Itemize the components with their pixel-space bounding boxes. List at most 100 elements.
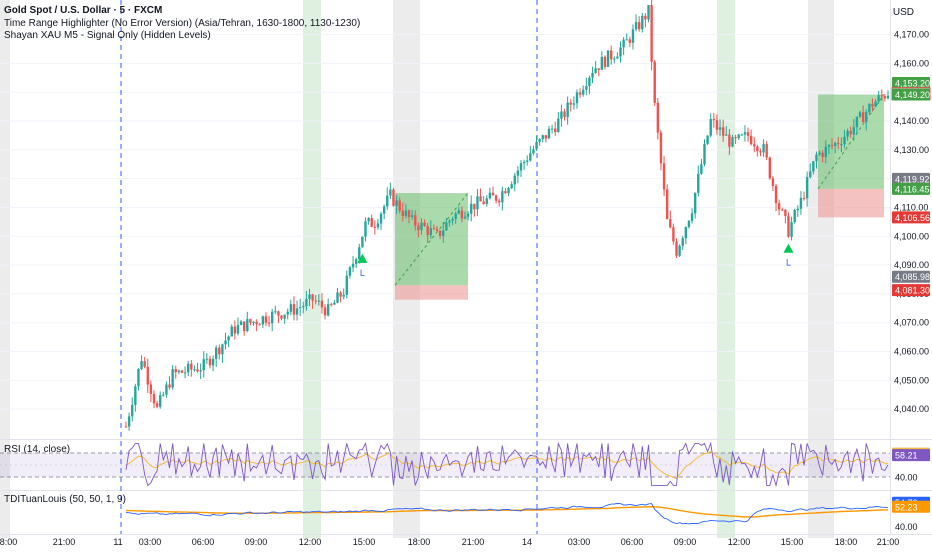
price-tag-bg bbox=[892, 76, 930, 89]
candle-body bbox=[358, 247, 361, 260]
candle-body bbox=[852, 127, 855, 135]
candle-body bbox=[582, 89, 585, 95]
time-tick-label: 03:00 bbox=[139, 537, 162, 547]
candle-body bbox=[731, 137, 734, 147]
indicator-legend-signal[interactable]: Shayan XAU M5 - Signal Only (Hidden Leve… bbox=[4, 30, 211, 41]
candle-body bbox=[242, 321, 246, 332]
rsi-tag-2: 58.21 bbox=[892, 449, 930, 462]
time-tick-label: 15:00 bbox=[353, 537, 376, 547]
candle-body bbox=[180, 370, 184, 373]
time-tick-label: 18:00 bbox=[408, 537, 431, 547]
candle-body bbox=[507, 188, 510, 194]
candle-body bbox=[746, 132, 750, 136]
candle-body bbox=[267, 322, 271, 324]
candle-body bbox=[442, 230, 445, 236]
candle-body bbox=[787, 216, 790, 237]
time-tick-label: 14 bbox=[522, 537, 532, 547]
candle-body bbox=[675, 241, 678, 256]
candle-body bbox=[880, 95, 883, 97]
candle-body bbox=[395, 200, 398, 206]
candle-body bbox=[295, 308, 299, 315]
candle-body bbox=[314, 300, 317, 302]
price-tick-label: 4,170.00 bbox=[894, 30, 929, 40]
candle-body bbox=[165, 384, 168, 395]
price-tag-bg bbox=[892, 172, 930, 185]
candle-body bbox=[715, 120, 719, 130]
price-tag-bg bbox=[892, 270, 930, 283]
candle-body bbox=[784, 209, 787, 217]
candle-body bbox=[190, 363, 193, 370]
candle-body bbox=[274, 311, 277, 313]
candle-body bbox=[519, 163, 523, 171]
candle-body bbox=[429, 228, 432, 235]
currency-label[interactable]: USD bbox=[892, 7, 914, 18]
candle-body bbox=[575, 92, 579, 104]
candle-body bbox=[690, 213, 694, 221]
candle-body bbox=[208, 358, 212, 366]
price-tag-text: 4,081.30 bbox=[895, 286, 930, 296]
candle-body bbox=[802, 197, 806, 199]
price-tick-label: 4,040.00 bbox=[894, 404, 929, 414]
candle-body bbox=[432, 228, 436, 230]
candle-body bbox=[417, 225, 420, 231]
tdi-signal-line bbox=[125, 505, 889, 518]
candle-body bbox=[498, 200, 501, 203]
candle-body bbox=[554, 128, 557, 133]
candle-body bbox=[423, 222, 426, 227]
candle-body bbox=[840, 144, 843, 146]
tdi-tag-2: 40.00 bbox=[892, 520, 930, 533]
indicator-legend-time-range[interactable]: Time Range Highlighter (No Error Version… bbox=[4, 18, 361, 29]
candle-body bbox=[187, 363, 190, 373]
candle-body bbox=[547, 128, 551, 139]
candle-body bbox=[631, 29, 635, 43]
price-tick-label: 4,050.00 bbox=[894, 375, 929, 385]
candle-body bbox=[224, 340, 227, 345]
tdi-legend[interactable]: TDITuanLouis (50, 50, 1, 9) bbox=[4, 494, 126, 505]
candle-body bbox=[227, 336, 230, 341]
tdi-rsi-line bbox=[125, 503, 889, 525]
candle-body bbox=[865, 111, 868, 123]
candle-body bbox=[317, 300, 321, 302]
candle-body bbox=[466, 213, 470, 217]
candle-body bbox=[871, 103, 874, 107]
candle-body bbox=[162, 394, 165, 396]
trade-path-1 bbox=[817, 94, 885, 190]
candle-body bbox=[159, 395, 162, 407]
candle-body bbox=[451, 218, 454, 221]
rsi-legend[interactable]: RSI (14, close) bbox=[4, 444, 71, 455]
candle-body bbox=[308, 294, 311, 300]
candle-body bbox=[883, 96, 887, 99]
candle-body bbox=[749, 135, 753, 145]
candle-body bbox=[183, 372, 187, 374]
candle-body bbox=[697, 173, 700, 193]
candle-body bbox=[603, 56, 607, 67]
candle-body bbox=[239, 321, 243, 326]
time-tick-label: 18:00 bbox=[835, 537, 858, 547]
candle-body bbox=[700, 164, 703, 174]
candle-body bbox=[435, 228, 439, 231]
candle-body bbox=[765, 144, 768, 158]
time-tick-label: 03:00 bbox=[568, 537, 591, 547]
indicator-tag-text: 40.00 bbox=[895, 473, 918, 483]
candle-body bbox=[426, 226, 429, 235]
candle-body bbox=[522, 161, 526, 164]
candle-body bbox=[837, 143, 840, 145]
candle-body bbox=[868, 103, 871, 112]
candle-body bbox=[656, 102, 660, 133]
candle-body bbox=[249, 319, 252, 323]
candle-body bbox=[330, 304, 333, 306]
candle-body bbox=[669, 219, 672, 228]
candle-body bbox=[703, 143, 706, 165]
candle-body bbox=[827, 145, 831, 147]
candle-body bbox=[286, 311, 289, 315]
trade-path-0 bbox=[394, 192, 469, 286]
candle-body bbox=[529, 153, 532, 161]
candle-body bbox=[693, 192, 697, 214]
candle-body bbox=[625, 39, 628, 41]
symbol-title[interactable]: Gold Spot / U.S. Dollar · 5 · FXCM bbox=[4, 5, 163, 16]
candle-body bbox=[815, 154, 818, 162]
candle-body bbox=[326, 304, 330, 316]
candle-body bbox=[606, 50, 610, 67]
